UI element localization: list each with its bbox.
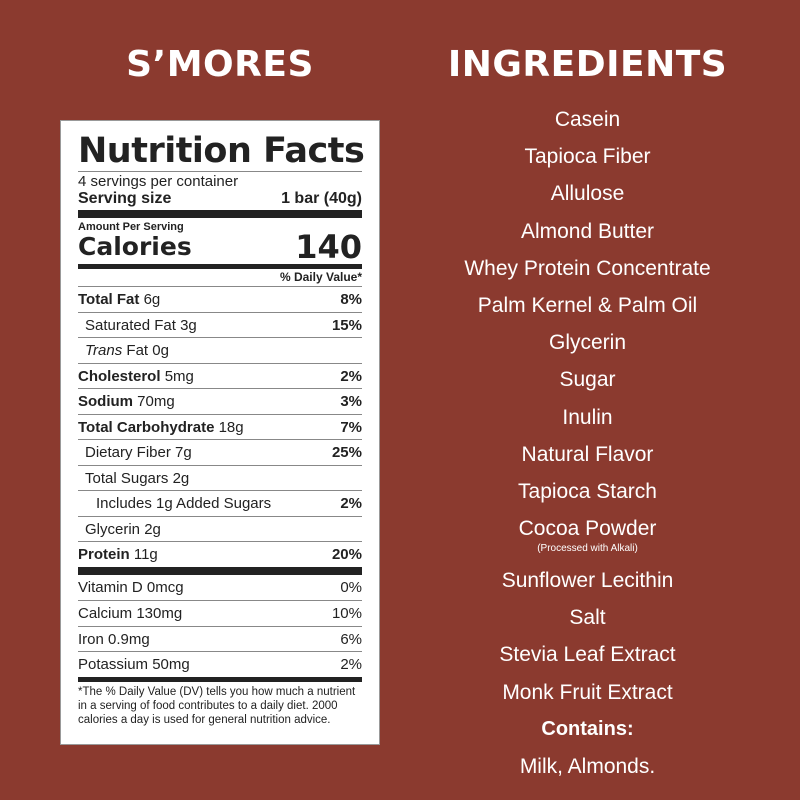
vitamin-row: Calcium 130mg 10% — [78, 600, 362, 626]
nutrient-row: Includes 1g Added Sugars 2% — [78, 490, 362, 516]
divider-thick — [78, 210, 362, 218]
ingredient: Stevia Leaf Extract — [499, 643, 676, 667]
nutrient-row: Trans Fat 0g — [78, 337, 362, 363]
ingredient: Sugar — [559, 368, 616, 392]
calories: Calories 140 — [78, 228, 362, 266]
divider-medium — [78, 264, 362, 269]
nutrient-row: Glycerin 2g — [78, 515, 362, 542]
ingredient: Natural Flavor — [521, 442, 654, 466]
nutrient-row: Saturated Fat 3g 15% — [78, 311, 362, 338]
nutrition-facts-label: Nutrition Facts 4 servings per container… — [60, 120, 380, 745]
ingredient: Tapioca Starch — [518, 479, 657, 503]
nutrient-row: Total Sugars 2g — [78, 464, 362, 491]
ingredient: Inulin — [562, 405, 613, 429]
vitamin-row: Iron 0.9mg 6% — [78, 625, 362, 652]
nutrient-row: Total Carbohydrate 18g 7% — [78, 413, 362, 440]
ingredient: Cocoa Powder — [518, 517, 657, 541]
nutrient-row: Dietary Fiber 7g 25% — [78, 439, 362, 465]
divider-medium — [78, 676, 362, 682]
product-title: S’MORES — [126, 44, 314, 85]
allergens: Milk, Almonds. — [519, 754, 656, 778]
nutrient-row: Total Fat 6g 8% — [78, 286, 362, 312]
ingredient: Palm Kernel & Palm Oil — [477, 293, 698, 317]
serving-size: Serving size 1 bar (40g) — [78, 190, 362, 207]
ingredient-note: (Processed with Alkali) — [537, 543, 638, 555]
calories-value: 140 — [295, 228, 362, 266]
vitamin-row: Potassium 50mg 2% — [78, 651, 362, 677]
vitamin-row: Vitamin D 0mcg 0% — [78, 578, 362, 596]
divider — [78, 171, 362, 172]
nutrient-row: Sodium 70mg 3% — [78, 388, 362, 414]
ingredient: Whey Protein Concentrate — [464, 256, 711, 280]
nutrition-facts-title: Nutrition Facts — [78, 131, 365, 171]
ingredients-list: Casein Tapioca Fiber Allulose Almond But… — [430, 101, 745, 785]
amount-per-serving: Amount Per Serving — [78, 221, 184, 233]
ingredient: Almond Butter — [520, 219, 655, 243]
ingredient: Glycerin — [548, 331, 627, 355]
calories-label: Calories — [78, 232, 192, 261]
serving-size-label: Serving size — [78, 190, 172, 207]
divider-thick — [78, 566, 362, 575]
ingredient: Allulose — [550, 182, 625, 206]
ingredient: Sunflower Lecithin — [501, 569, 674, 593]
ingredient: Monk Fruit Extract — [502, 680, 673, 704]
contains-label: Contains: — [541, 717, 634, 740]
ingredient: Casein — [554, 108, 621, 131]
footnote: *The % Daily Value (DV) tells you how mu… — [78, 685, 356, 726]
ingredients-title: INGREDIENTS — [447, 44, 728, 85]
servings-per-container: 4 servings per container — [78, 173, 239, 190]
nutrient-row: Cholesterol 5mg 2% — [78, 362, 362, 389]
ingredient: Tapioca Fiber — [524, 145, 651, 169]
nutrient-row: Protein 11g 20% — [78, 541, 362, 567]
daily-value-header: % Daily Value* — [279, 270, 362, 284]
serving-size-value: 1 bar (40g) — [281, 190, 362, 207]
ingredient: Salt — [569, 606, 606, 630]
